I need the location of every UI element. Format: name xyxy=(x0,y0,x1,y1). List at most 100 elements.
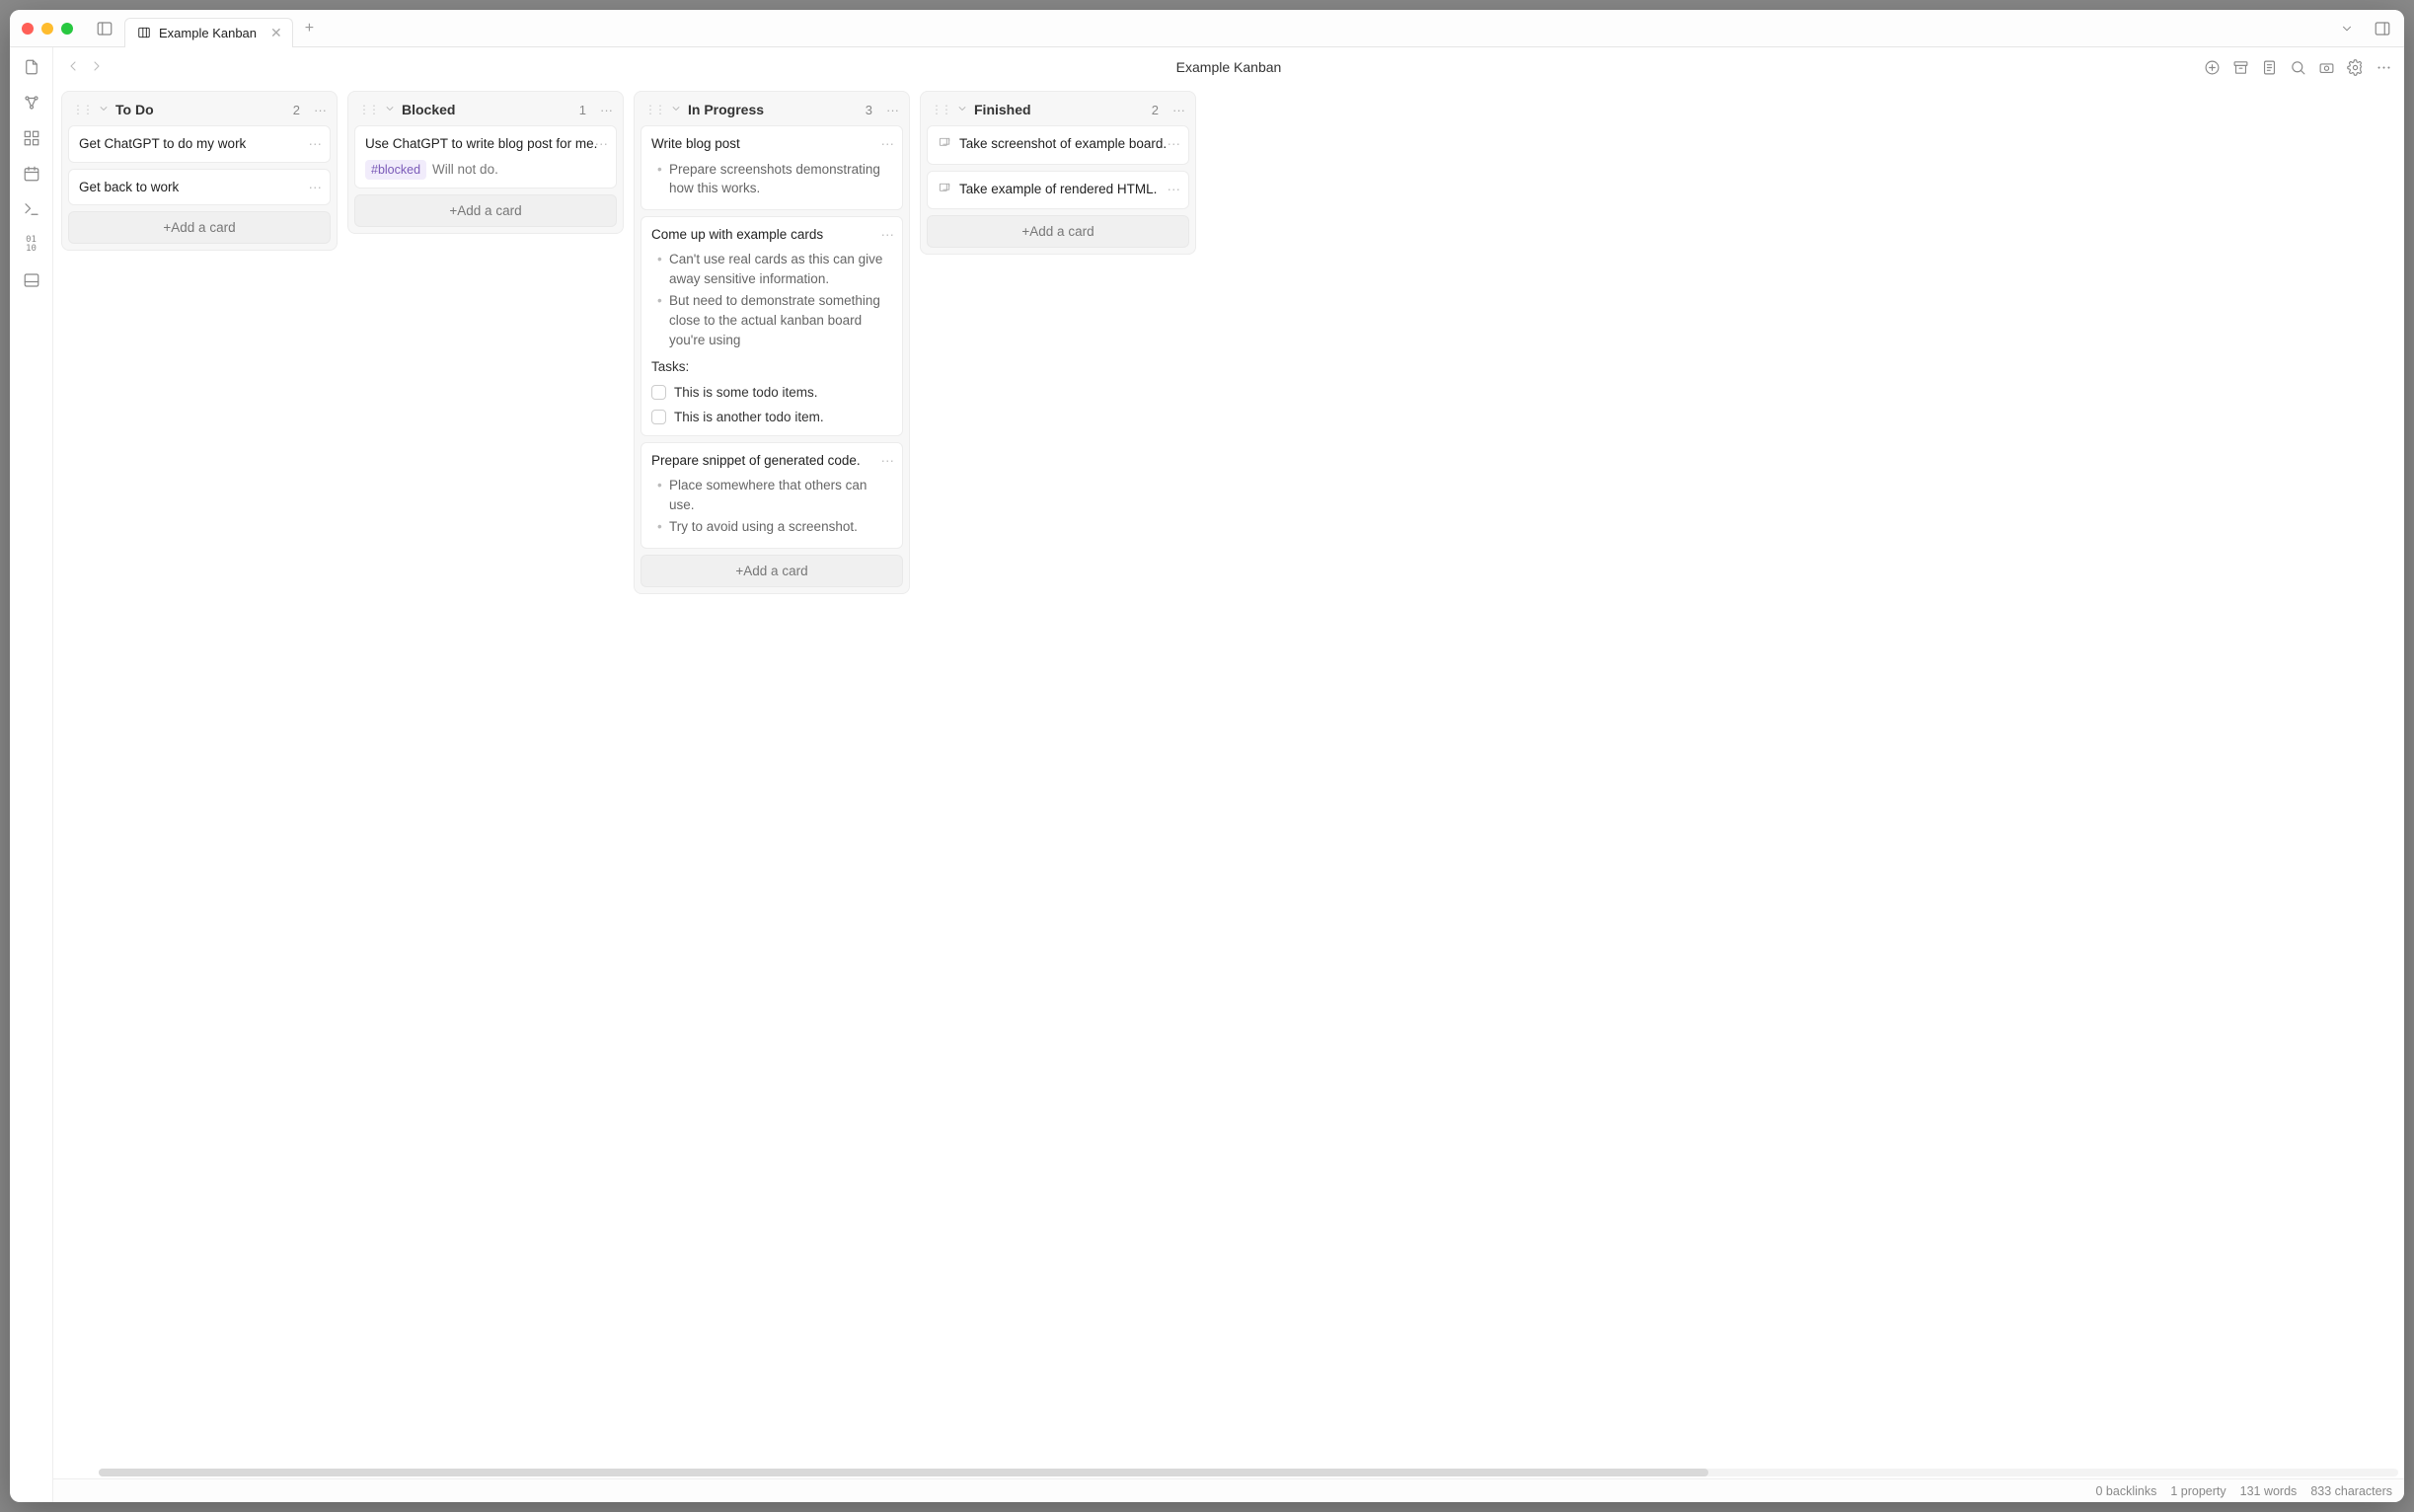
app-window: Example Kanban ✕ + 0110 xyxy=(10,10,2404,1502)
lane-count: 1 xyxy=(579,103,586,117)
lane-count: 2 xyxy=(293,103,300,117)
settings-icon[interactable] xyxy=(2347,59,2364,76)
left-rail: 0110 xyxy=(10,47,53,1502)
card-bullets: Place somewhere that others can use.Try … xyxy=(651,476,892,537)
window-minimize-button[interactable] xyxy=(41,23,53,35)
card-more-icon[interactable]: ··· xyxy=(1168,180,1181,199)
lane-header: ⋮⋮Blocked1··· xyxy=(354,98,617,125)
add-icon[interactable] xyxy=(2204,59,2221,76)
status-backlinks[interactable]: 0 backlinks xyxy=(2096,1484,2157,1498)
lane-header: ⋮⋮ To Do 2 ··· xyxy=(68,98,331,125)
task-checkbox[interactable] xyxy=(651,385,666,400)
toolbar: Example Kanban xyxy=(53,47,2404,87)
traffic-lights xyxy=(22,23,73,35)
horizontal-scrollbar[interactable] xyxy=(99,1469,2398,1476)
card[interactable]: ···Get back to work xyxy=(68,169,331,206)
collapse-icon[interactable] xyxy=(384,103,396,117)
card-more-icon[interactable]: ··· xyxy=(309,134,323,154)
lane-more-icon[interactable]: ··· xyxy=(1172,103,1185,117)
drag-handle-icon[interactable]: ⋮⋮ xyxy=(72,103,92,116)
window-zoom-button[interactable] xyxy=(61,23,73,35)
card-title: Write blog post xyxy=(651,134,892,154)
card-title: Prepare snippet of generated code. xyxy=(651,451,892,471)
lane-more-icon[interactable]: ··· xyxy=(314,103,327,117)
scrollbar-thumb[interactable] xyxy=(99,1469,1708,1476)
add-card-button[interactable]: +Add a card xyxy=(641,555,903,587)
card-bullet: Place somewhere that others can use. xyxy=(651,476,892,514)
card-bullets: Prepare screenshots demonstrating how th… xyxy=(651,160,892,198)
archive-icon[interactable] xyxy=(2232,59,2249,76)
card-tag-note: Will not do. xyxy=(432,162,498,177)
lane-title: In Progress xyxy=(688,102,764,117)
tab-close-icon[interactable]: ✕ xyxy=(270,25,282,41)
status-words: 131 words xyxy=(2240,1484,2298,1498)
link-out-icon xyxy=(938,136,951,156)
card[interactable]: ···Take screenshot of example board. xyxy=(927,125,1189,165)
task-checkbox[interactable] xyxy=(651,410,666,424)
card-bullet: Prepare screenshots demonstrating how th… xyxy=(651,160,892,198)
nav-forward-button[interactable] xyxy=(89,58,105,77)
nav-back-button[interactable] xyxy=(65,58,81,77)
file-icon[interactable] xyxy=(22,57,41,77)
terminal-icon[interactable] xyxy=(22,199,41,219)
note-icon[interactable] xyxy=(2261,59,2278,76)
lane: ⋮⋮Finished2······Take screenshot of exam… xyxy=(920,91,1196,255)
drag-handle-icon[interactable]: ⋮⋮ xyxy=(358,103,378,116)
window-close-button[interactable] xyxy=(22,23,34,35)
grid-icon[interactable] xyxy=(22,128,41,148)
right-sidebar-toggle-icon[interactable] xyxy=(2369,15,2396,42)
collapse-icon[interactable] xyxy=(956,103,968,117)
card-title: Take example of rendered HTML. xyxy=(959,180,1157,199)
card-title: Get ChatGPT to do my work xyxy=(79,134,320,154)
left-sidebar-toggle-icon[interactable] xyxy=(91,15,118,42)
add-card-button[interactable]: +Add a card xyxy=(354,194,617,227)
more-icon[interactable] xyxy=(2376,59,2392,76)
collapse-icon[interactable] xyxy=(670,103,682,117)
tab[interactable]: Example Kanban ✕ xyxy=(124,18,293,47)
graph-icon[interactable] xyxy=(22,93,41,113)
tab-dropdown-icon[interactable] xyxy=(2333,15,2361,42)
card[interactable]: ···Get ChatGPT to do my work xyxy=(68,125,331,163)
panel-icon[interactable] xyxy=(22,270,41,290)
task-row: This is some todo items. xyxy=(651,383,892,403)
card-more-icon[interactable]: ··· xyxy=(881,451,895,471)
card[interactable]: ···Write blog post Prepare screenshots de… xyxy=(641,125,903,210)
card-more-icon[interactable]: ··· xyxy=(1168,134,1181,154)
lane-count: 2 xyxy=(1152,103,1159,117)
calendar-icon[interactable] xyxy=(22,164,41,184)
card-tag[interactable]: #blocked xyxy=(365,160,426,180)
code-icon[interactable]: 0110 xyxy=(22,235,41,255)
card-bullet: But need to demonstrate something close … xyxy=(651,291,892,349)
lane-header: ⋮⋮In Progress3··· xyxy=(641,98,903,125)
card-more-icon[interactable]: ··· xyxy=(595,134,609,154)
card[interactable]: ···Use ChatGPT to write blog post for me… xyxy=(354,125,617,189)
drag-handle-icon[interactable]: ⋮⋮ xyxy=(931,103,950,116)
add-card-button[interactable]: +Add a card xyxy=(68,211,331,244)
card-more-icon[interactable]: ··· xyxy=(881,134,895,154)
lane-more-icon[interactable]: ··· xyxy=(886,103,899,117)
card[interactable]: ··· Take example of rendered HTML. xyxy=(927,171,1189,210)
drag-handle-icon[interactable]: ⋮⋮ xyxy=(644,103,664,116)
card-more-icon[interactable]: ··· xyxy=(309,178,323,197)
board-icon xyxy=(137,26,151,39)
lane-header: ⋮⋮Finished2··· xyxy=(927,98,1189,125)
collapse-icon[interactable] xyxy=(98,103,110,117)
add-card-button[interactable]: +Add a card xyxy=(927,215,1189,248)
status-properties[interactable]: 1 property xyxy=(2170,1484,2225,1498)
status-bar: 0 backlinks 1 property 131 words 833 cha… xyxy=(53,1478,2404,1502)
card[interactable]: ···Prepare snippet of generated code. Pla… xyxy=(641,442,903,549)
task-text: This is some todo items. xyxy=(674,383,818,403)
lane-more-icon[interactable]: ··· xyxy=(600,103,613,117)
task-row: This is another todo item. xyxy=(651,408,892,427)
card-title: Come up with example cards xyxy=(651,225,892,245)
card-title: Get back to work xyxy=(79,178,320,197)
lane-title: To Do xyxy=(115,102,154,117)
status-chars: 833 characters xyxy=(2310,1484,2392,1498)
search-icon[interactable] xyxy=(2290,59,2306,76)
card-more-icon[interactable]: ··· xyxy=(881,225,895,245)
task-text: This is another todo item. xyxy=(674,408,824,427)
new-tab-button[interactable]: + xyxy=(305,20,314,38)
card[interactable]: ···Come up with example cardsCan't use r… xyxy=(641,216,903,436)
lane: ⋮⋮In Progress3······Write blog postPrepa… xyxy=(634,91,910,594)
view-icon[interactable] xyxy=(2318,59,2335,76)
